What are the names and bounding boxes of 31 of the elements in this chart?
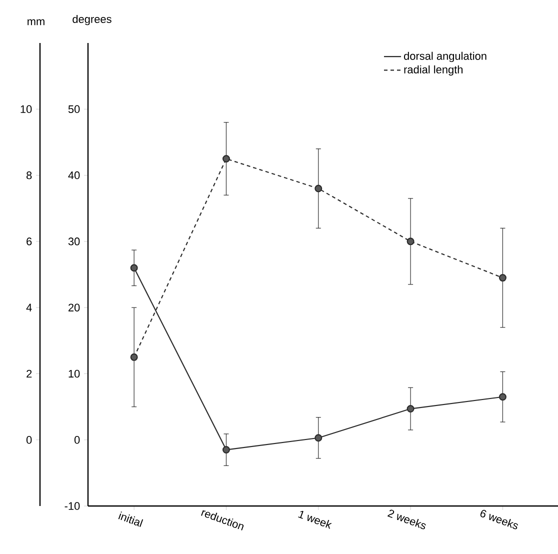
y-axis-title: degrees <box>72 14 112 26</box>
point <box>498 393 506 401</box>
y2-tick-label: 10 <box>20 105 32 114</box>
point <box>130 264 138 272</box>
point <box>314 434 322 442</box>
y-tick-label: 0 <box>74 436 80 444</box>
legend-label: dorsal angulation <box>404 52 486 62</box>
point <box>406 405 414 413</box>
y-tick-label: -10 <box>64 502 80 510</box>
y-tick-label: 30 <box>68 238 80 246</box>
y2-tick-label: 2 <box>26 370 32 378</box>
y2-axis-title: mm <box>28 19 44 26</box>
y2-tick-label: 6 <box>26 238 32 246</box>
point <box>130 353 138 361</box>
x-tick-label: 2 weeks <box>387 510 426 530</box>
y-tick-label: 40 <box>68 171 80 180</box>
point <box>314 184 322 192</box>
y2-tick-label: 0 <box>26 436 32 444</box>
y2-tick-label: 4 <box>26 304 32 312</box>
point <box>406 238 414 246</box>
x-tick-label: 1 week <box>298 510 332 529</box>
legend-label: radial length <box>404 65 463 76</box>
x-tick-label: initial <box>118 511 144 527</box>
y-tick-label: 20 <box>68 304 80 312</box>
y-tick-label: 10 <box>68 370 80 378</box>
point <box>222 154 230 162</box>
point <box>222 446 230 454</box>
point <box>498 274 506 282</box>
x-tick-label: 6 weeks <box>480 510 518 530</box>
y2-tick-label: 8 <box>26 171 32 180</box>
y-tick-label: 50 <box>68 105 80 114</box>
